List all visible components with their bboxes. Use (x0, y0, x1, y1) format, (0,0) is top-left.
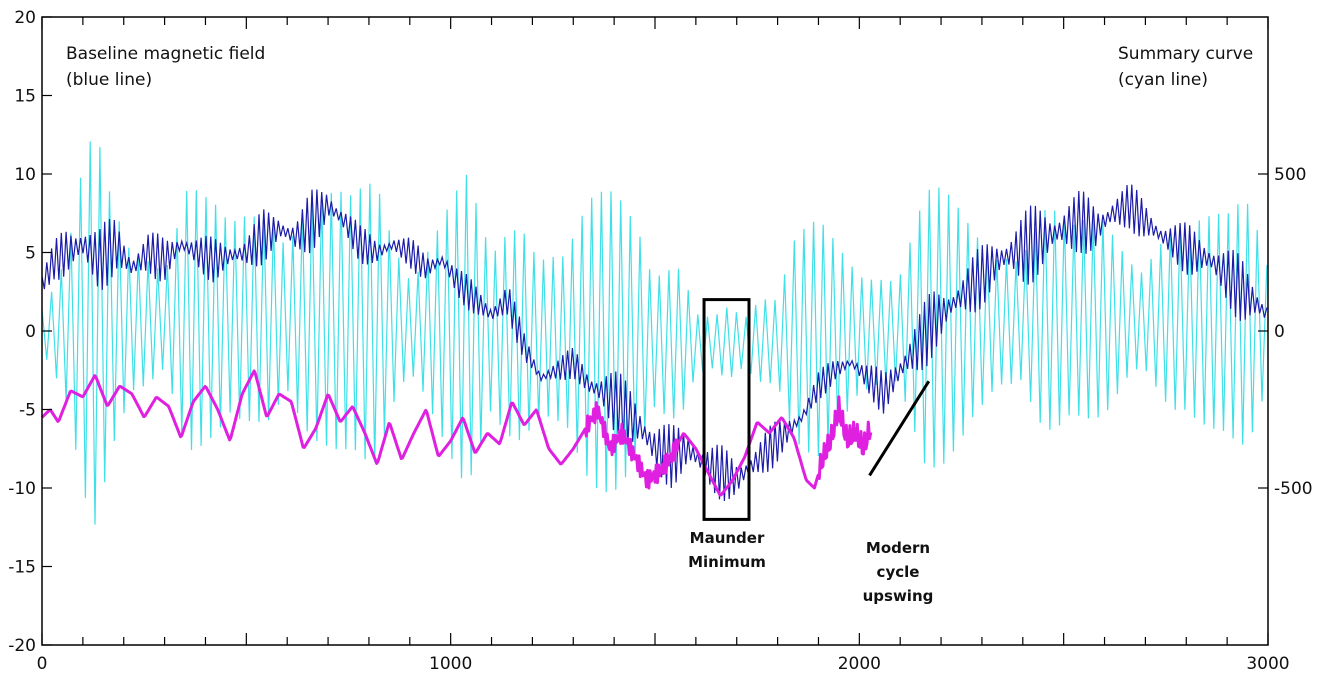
maunder-minimum-box (702, 298, 751, 521)
y-left-tick-label: -5 (19, 401, 36, 421)
annotation-maunder-line1: Maunder (690, 529, 765, 547)
plot-area (40, 141, 1268, 525)
y-left-tick-label: 15 (14, 87, 36, 107)
y-left-tick-label: 20 (14, 8, 36, 28)
annotation-maunder-line2: Minimum (688, 553, 766, 571)
y-left-tick-label: 10 (14, 165, 36, 185)
series-cyan-summary-curve (41, 141, 1268, 525)
x-tick-label: 0 (37, 654, 48, 674)
y-right-tick-label: 0 (1274, 322, 1285, 342)
y-left-tick-label: 5 (25, 244, 36, 264)
y-right-tick-label: 500 (1274, 165, 1306, 185)
magenta-series-line (40, 369, 873, 497)
annotation-summary-line1: Summary curve (1118, 44, 1253, 64)
y-left-tick-label: -20 (8, 636, 36, 656)
axis-tick-labels: 20 15 10 5 0 -5 -10 -15 -20 500 0 -500 0 1000 2000 3000 (8, 8, 1312, 674)
series-blue-baseline-field (41, 184, 1268, 502)
x-tick-label: 3000 (1246, 654, 1289, 674)
annotation-modern-line2: cycle (877, 563, 920, 581)
plot-frame (41, 16, 1269, 646)
annotation-modern-line1: Modern (866, 539, 930, 557)
x-tick-label: 1000 (429, 654, 472, 674)
y-left-tick-label: -15 (8, 558, 36, 578)
y-right-tick-label: -500 (1274, 479, 1313, 499)
annotation-modern-line3: upswing (863, 587, 934, 605)
series-magenta (40, 369, 873, 497)
axis-ticks (41, 16, 1269, 646)
annotation-baseline-line1: Baseline magnetic field (66, 44, 265, 64)
cyan-series-line (41, 141, 1268, 525)
y-left-tick-label: 0 (25, 322, 36, 342)
annotation-baseline-line2: (blue line) (66, 70, 152, 90)
annotation-summary-line2: (cyan line) (1118, 70, 1208, 90)
y-left-tick-label: -10 (8, 479, 36, 499)
modern-upswing-line (868, 380, 931, 477)
x-tick-label: 2000 (838, 654, 881, 674)
blue-series-line (41, 184, 1268, 502)
